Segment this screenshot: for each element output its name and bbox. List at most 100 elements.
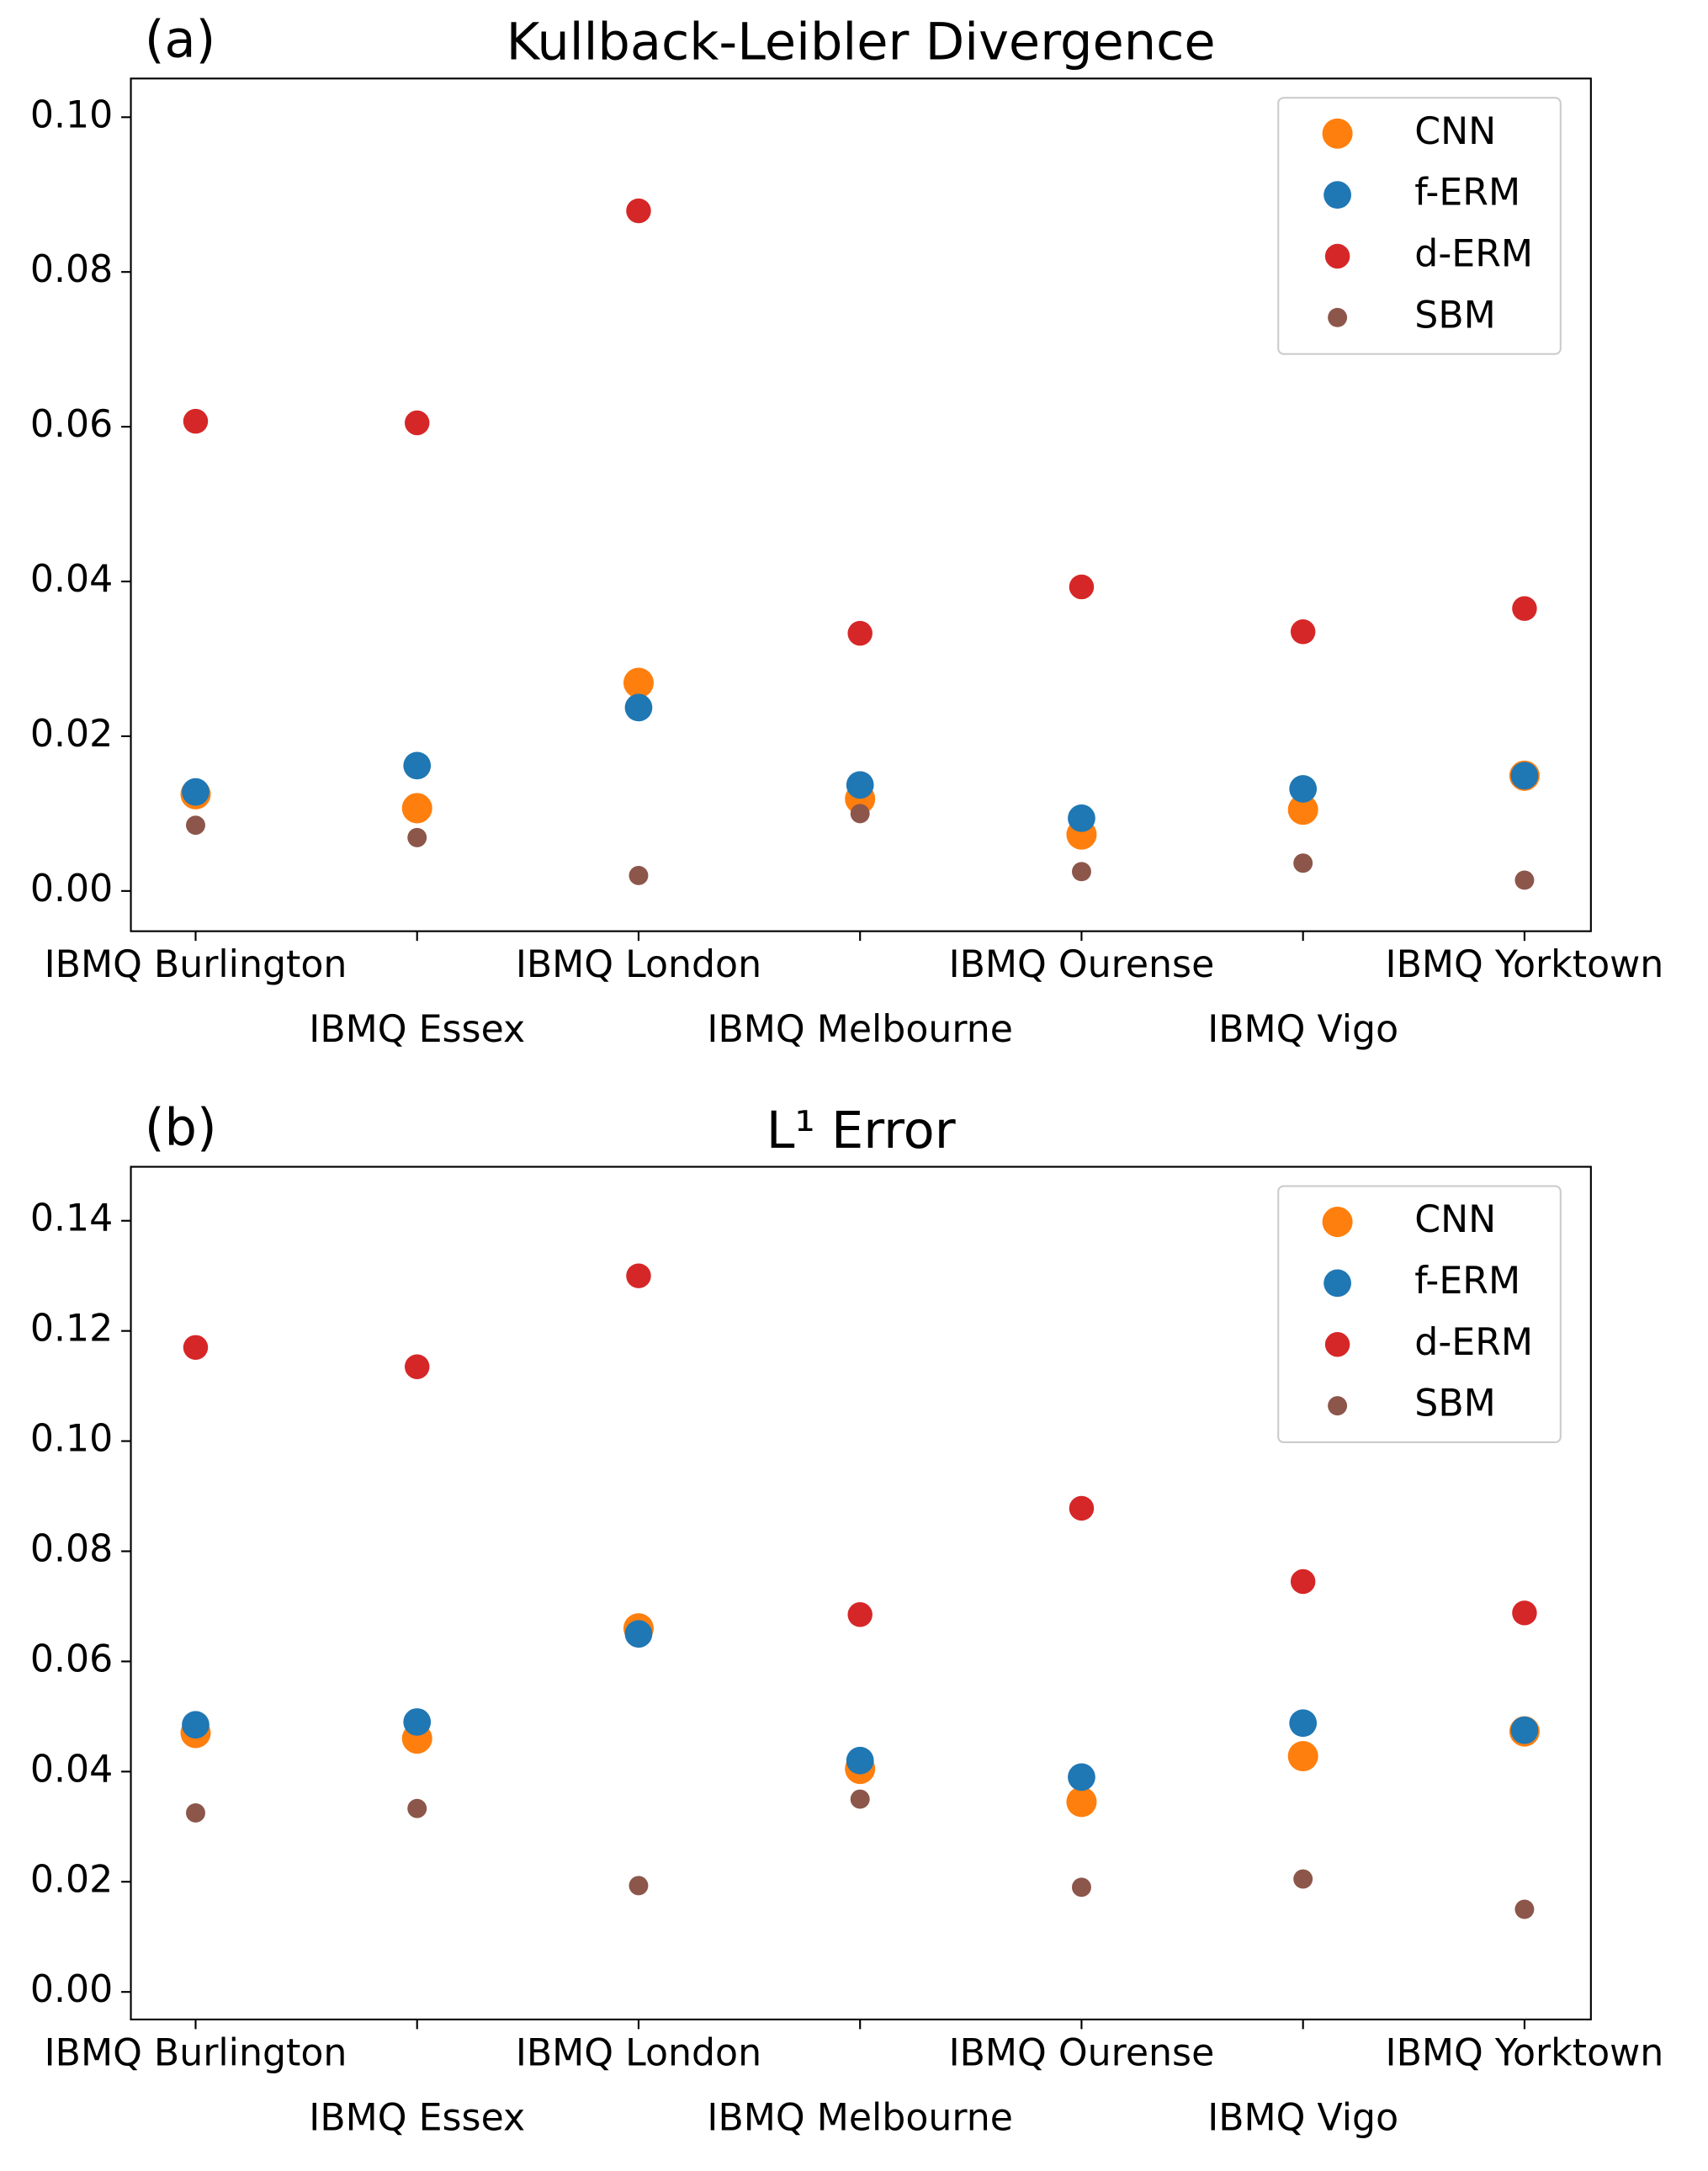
x-tick-label: IBMQ Burlington <box>45 943 347 986</box>
data-point <box>403 751 432 780</box>
data-point <box>1290 619 1316 645</box>
data-point <box>1287 1741 1318 1772</box>
data-point <box>1293 1869 1313 1889</box>
legend-marker <box>1324 1332 1350 1357</box>
data-point <box>183 1335 209 1361</box>
data-point <box>846 771 874 799</box>
data-point <box>623 667 654 698</box>
y-tick-label: 0.02 <box>30 713 113 756</box>
data-point <box>1289 1709 1318 1738</box>
y-tick-label: 0.12 <box>30 1308 113 1351</box>
data-point <box>1514 870 1535 890</box>
data-point <box>1514 1899 1535 1919</box>
y-tick-label: 0.02 <box>30 1858 113 1901</box>
legend-label: SBM <box>1414 1383 1496 1425</box>
data-point <box>1071 1877 1091 1898</box>
data-point <box>1512 1600 1537 1626</box>
data-point <box>1069 1495 1095 1521</box>
data-point <box>1071 862 1091 882</box>
y-tick-label: 0.10 <box>30 93 113 136</box>
x-tick-label: IBMQ Vigo <box>1207 2096 1398 2139</box>
y-tick-label: 0.04 <box>30 1748 113 1791</box>
x-tick-label: IBMQ Burlington <box>45 2031 347 2074</box>
y-tick-label: 0.06 <box>30 1638 113 1680</box>
data-point <box>629 1876 649 1896</box>
x-tick-label: IBMQ London <box>516 943 761 986</box>
x-tick-label: IBMQ Yorktown <box>1386 943 1664 986</box>
x-tick-label: IBMQ Ourense <box>949 943 1215 986</box>
panel-label: (a) <box>145 10 215 69</box>
chart-title: L¹ Error <box>766 1101 956 1160</box>
data-point <box>850 804 870 824</box>
data-point <box>403 1708 432 1736</box>
y-tick-label: 0.00 <box>30 1968 113 2011</box>
data-point <box>1068 1763 1095 1791</box>
data-point <box>846 1746 874 1775</box>
data-point <box>847 1602 873 1627</box>
x-tick-label: IBMQ Yorktown <box>1386 2031 1664 2074</box>
x-tick-label: IBMQ Essex <box>309 2096 525 2139</box>
legend-marker <box>1328 1396 1348 1416</box>
data-point <box>1066 1786 1097 1818</box>
y-tick-label: 0.08 <box>30 1528 113 1571</box>
legend-box <box>1277 1185 1562 1444</box>
legend-label: CNN <box>1414 1198 1496 1241</box>
data-point <box>1069 574 1095 600</box>
y-tick-label: 0.14 <box>30 1197 113 1240</box>
data-point <box>1290 1569 1316 1595</box>
data-point <box>404 1354 430 1379</box>
chart-title: Kullback-Leibler Divergence <box>507 13 1216 72</box>
y-tick-label: 0.10 <box>30 1418 113 1461</box>
plot-frame <box>130 77 1592 932</box>
data-point <box>850 1789 870 1809</box>
legend-marker <box>1323 181 1351 210</box>
data-point <box>1287 794 1318 825</box>
plot-frame <box>130 1165 1592 2020</box>
data-point <box>183 408 209 434</box>
x-tick-label: IBMQ Vigo <box>1207 1008 1398 1051</box>
data-point <box>401 793 432 824</box>
panel-label: (b) <box>145 1099 217 1158</box>
x-tick-label: IBMQ Melbourne <box>707 1008 1013 1051</box>
data-point <box>1510 762 1539 790</box>
data-point <box>1068 804 1095 832</box>
data-point <box>182 778 210 806</box>
legend-label: f-ERM <box>1414 1260 1520 1303</box>
y-tick-label: 0.06 <box>30 403 113 446</box>
legend-label: CNN <box>1414 110 1496 153</box>
legend-marker <box>1323 1269 1351 1298</box>
data-point <box>186 1802 205 1823</box>
y-tick-label: 0.00 <box>30 868 113 910</box>
data-point <box>626 198 651 224</box>
y-tick-label: 0.04 <box>30 558 113 601</box>
data-point <box>624 693 653 722</box>
legend-label: SBM <box>1414 294 1496 337</box>
legend-label: d-ERM <box>1414 1321 1533 1364</box>
y-tick-label: 0.08 <box>30 248 113 291</box>
legend-label: f-ERM <box>1414 172 1520 215</box>
legend-marker <box>1322 118 1353 149</box>
data-point <box>1293 853 1313 873</box>
data-point <box>1512 596 1537 621</box>
legend-box <box>1277 97 1562 355</box>
data-point <box>626 1263 651 1288</box>
data-point <box>404 410 430 436</box>
data-point <box>629 865 649 885</box>
data-point <box>847 620 873 646</box>
data-point <box>407 827 427 847</box>
legend-marker <box>1328 307 1348 327</box>
x-tick-label: IBMQ Essex <box>309 1008 525 1051</box>
legend-marker <box>1324 243 1350 269</box>
data-point <box>624 1620 653 1648</box>
x-tick-label: IBMQ Ourense <box>949 2031 1215 2074</box>
legend-label: d-ERM <box>1414 232 1533 275</box>
data-point <box>186 815 205 836</box>
x-tick-label: IBMQ London <box>516 2031 761 2074</box>
data-point <box>1289 775 1318 803</box>
data-point <box>407 1798 427 1818</box>
data-point <box>182 1711 210 1739</box>
data-point <box>1510 1716 1539 1744</box>
legend-marker <box>1322 1207 1353 1238</box>
